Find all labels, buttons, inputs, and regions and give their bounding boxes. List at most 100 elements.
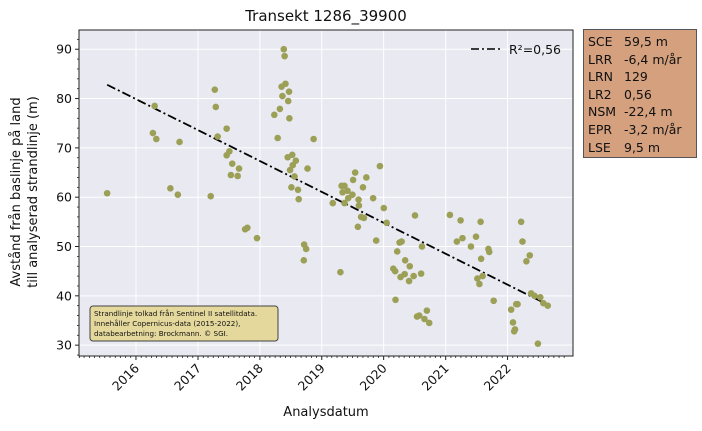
data-point bbox=[401, 257, 409, 264]
data-point bbox=[223, 125, 230, 132]
data-point bbox=[523, 258, 530, 265]
stat-row-epr: EPR -3,2 m/år bbox=[588, 121, 692, 139]
data-point bbox=[391, 267, 399, 275]
data-point bbox=[474, 275, 481, 282]
data-point bbox=[234, 172, 241, 180]
statistics-box: SCE 59,5 m LRR -6,4 m/år LRN 129 LR2 0,56 NS… bbox=[583, 29, 697, 158]
data-point bbox=[295, 195, 303, 203]
data-point bbox=[446, 211, 454, 219]
stat-key: NSM bbox=[588, 104, 617, 120]
x-tick-label: 2022 bbox=[481, 361, 514, 394]
data-point bbox=[349, 176, 357, 184]
data-point bbox=[285, 88, 293, 95]
stat-key: EPR bbox=[588, 121, 613, 137]
data-point bbox=[351, 169, 359, 176]
y-tick-label: 40 bbox=[56, 288, 72, 303]
stat-row-lrr: LRR -6,4 m/år bbox=[588, 51, 692, 69]
data-point bbox=[226, 148, 233, 155]
data-point bbox=[453, 238, 461, 245]
data-point bbox=[292, 157, 300, 164]
stat-key: LSE bbox=[588, 139, 611, 155]
data-point bbox=[149, 129, 157, 137]
data-point bbox=[244, 224, 251, 232]
data-point bbox=[207, 192, 215, 200]
data-point bbox=[337, 268, 344, 276]
data-point bbox=[349, 191, 356, 199]
data-point bbox=[418, 243, 426, 250]
data-point bbox=[534, 340, 542, 347]
data-point bbox=[302, 245, 310, 253]
stat-value: 0,56 bbox=[624, 86, 652, 102]
data-point bbox=[359, 184, 367, 191]
stat-value: 129 bbox=[624, 69, 648, 85]
stat-value: -6,4 m/år bbox=[624, 51, 682, 67]
data-point bbox=[507, 306, 515, 313]
data-point bbox=[270, 111, 278, 119]
data-point bbox=[288, 151, 296, 159]
data-point bbox=[291, 173, 298, 180]
data-point bbox=[363, 174, 370, 181]
x-tick-label: 2017 bbox=[171, 361, 204, 394]
data-point bbox=[544, 302, 552, 309]
data-point bbox=[103, 189, 111, 197]
data-point bbox=[393, 248, 401, 255]
data-point bbox=[425, 319, 433, 327]
data-point bbox=[376, 162, 384, 170]
data-point bbox=[360, 214, 368, 222]
data-point bbox=[167, 185, 174, 192]
x-tick-label: 2021 bbox=[419, 361, 452, 394]
data-point bbox=[472, 233, 480, 240]
stat-key: SCE bbox=[588, 34, 613, 49]
attribution-line-2: Innehåller Copernicus-data (2015-2022), bbox=[94, 319, 240, 328]
legend: R²=0,56 bbox=[471, 42, 561, 57]
data-point bbox=[423, 307, 431, 314]
data-point bbox=[467, 243, 475, 250]
attribution-line-3: databearbetning: Brockmann. © SGI. bbox=[94, 329, 228, 338]
data-point bbox=[288, 184, 295, 191]
data-point bbox=[477, 255, 485, 263]
data-point bbox=[517, 218, 525, 226]
data-point bbox=[341, 182, 348, 190]
attribution-background bbox=[89, 305, 279, 342]
stat-value: 59,5 m bbox=[624, 34, 668, 49]
y-tick-label: 60 bbox=[56, 190, 72, 205]
data-point bbox=[212, 103, 220, 111]
data-point bbox=[304, 165, 311, 172]
data-point bbox=[410, 272, 417, 280]
trend-line bbox=[106, 83, 549, 306]
data-point bbox=[476, 280, 483, 288]
data-point bbox=[153, 135, 160, 143]
data-point bbox=[519, 238, 526, 245]
data-point bbox=[235, 165, 243, 172]
y-tick-label: 90 bbox=[56, 42, 72, 57]
x-tick-label: 2018 bbox=[233, 360, 266, 393]
stat-row-nsm: NSM -22,4 m bbox=[588, 103, 692, 121]
stat-row-sce: SCE 59,5 m bbox=[588, 33, 692, 51]
data-point bbox=[176, 138, 183, 146]
y-tick-label: 50 bbox=[56, 239, 72, 254]
data-point bbox=[459, 234, 466, 242]
data-point bbox=[151, 102, 158, 110]
data-point bbox=[421, 315, 428, 323]
data-point bbox=[479, 272, 486, 280]
data-points bbox=[103, 45, 552, 347]
data-point bbox=[214, 133, 221, 140]
data-point bbox=[341, 199, 348, 207]
legend-label: R²=0,56 bbox=[509, 42, 561, 57]
data-point bbox=[536, 294, 544, 301]
data-point bbox=[405, 277, 413, 285]
stat-key: LR2 bbox=[588, 86, 612, 102]
stat-key: LRN bbox=[588, 69, 613, 85]
stat-value: -3,2 m/år bbox=[624, 121, 682, 137]
data-point bbox=[282, 80, 289, 88]
data-point bbox=[310, 135, 317, 143]
data-point bbox=[355, 196, 362, 203]
y-axis-label-line-1: Avstånd från baslinje på land bbox=[9, 97, 24, 286]
data-point bbox=[227, 171, 235, 179]
x-tick-label: 2020 bbox=[357, 360, 390, 393]
data-point bbox=[174, 191, 182, 199]
stat-key: LRR bbox=[588, 51, 613, 67]
attribution-line-1: Strandlinje tolkad från Sentinel II sate… bbox=[94, 309, 257, 318]
data-point bbox=[526, 252, 534, 259]
